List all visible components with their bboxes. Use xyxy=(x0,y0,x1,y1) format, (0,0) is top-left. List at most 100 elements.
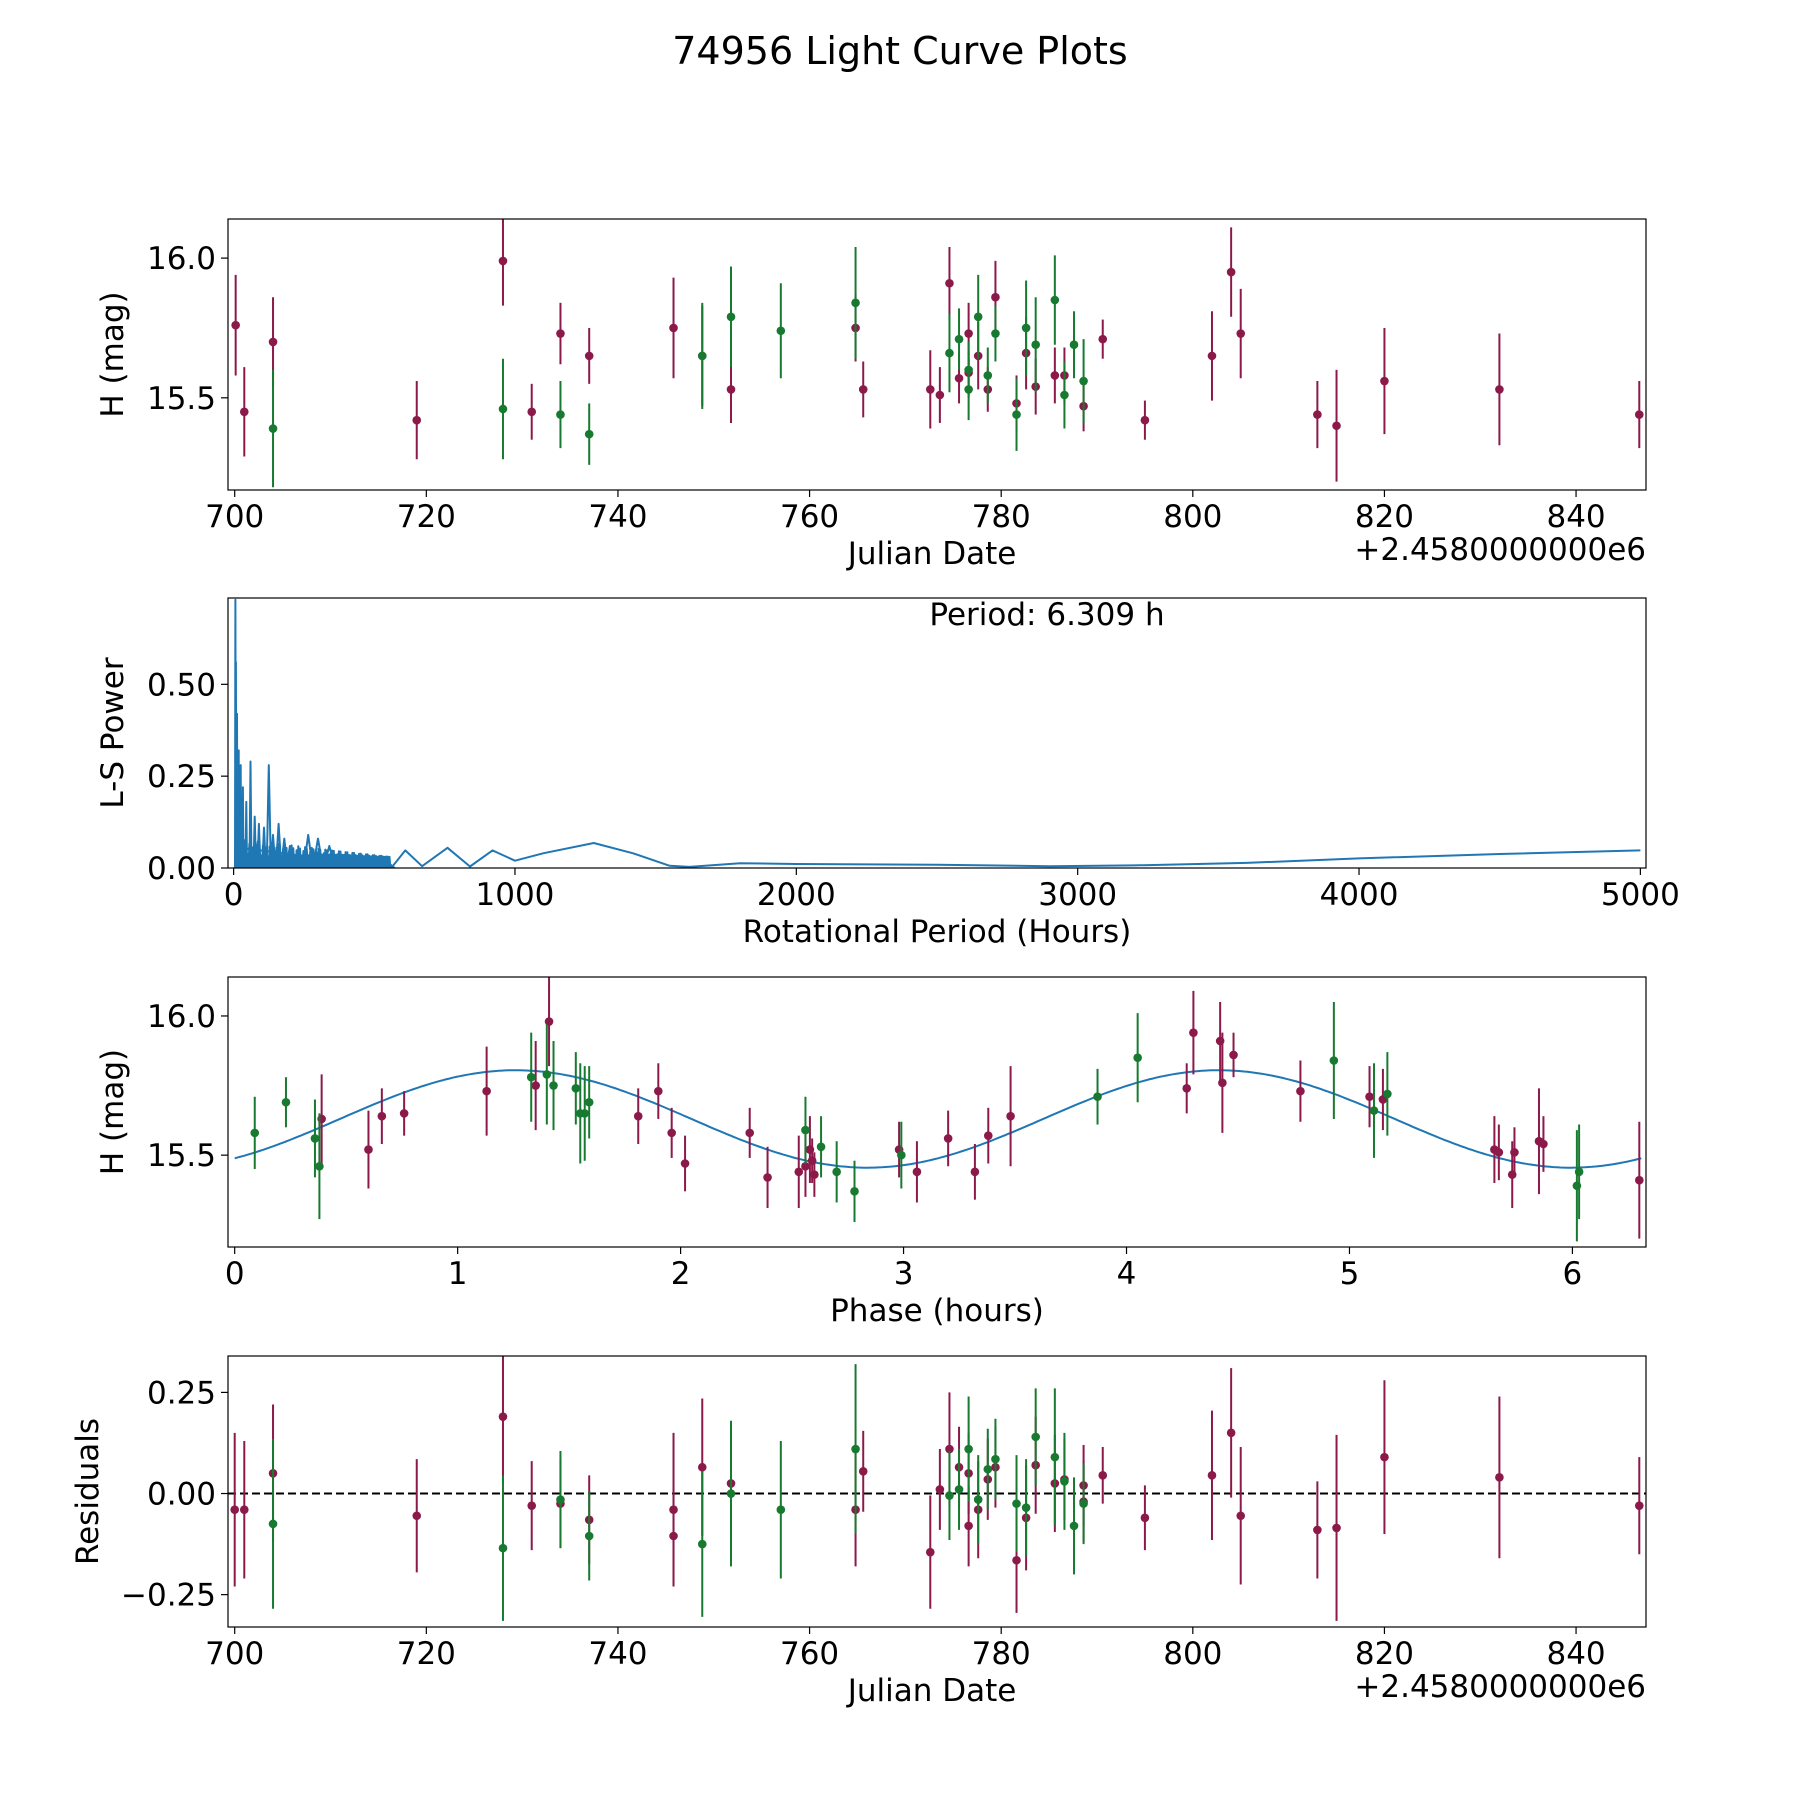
x-tick-label: 820 xyxy=(1355,499,1414,535)
ph-red-point xyxy=(763,1146,772,1209)
res-red-point xyxy=(669,1487,678,1585)
data-marker xyxy=(584,1531,594,1541)
lc-red-point xyxy=(239,367,249,457)
data-marker xyxy=(1006,1111,1015,1121)
data-marker xyxy=(1380,376,1389,386)
sinusoid-fit-line xyxy=(234,1069,1642,1169)
data-marker xyxy=(680,1159,690,1168)
ph-red-point xyxy=(983,1107,993,1164)
res-red-point xyxy=(239,1440,249,1579)
ph-green-point xyxy=(571,1052,581,1125)
data-marker xyxy=(268,424,278,433)
ph-green-point xyxy=(526,1032,536,1122)
data-marker xyxy=(726,312,736,322)
data-marker xyxy=(1050,1452,1060,1462)
lc-red-point xyxy=(1236,288,1246,379)
x-tick-label: 840 xyxy=(1546,1636,1605,1672)
data-marker xyxy=(776,1505,786,1515)
phased-y-axis-label: H (mag) xyxy=(95,1049,131,1175)
lc-red-point xyxy=(584,327,594,384)
data-marker xyxy=(1332,421,1341,431)
ph-red-point xyxy=(1182,1063,1192,1114)
data-marker xyxy=(482,1086,491,1096)
ls-plot-area xyxy=(233,598,1641,868)
ph-green-point xyxy=(1093,1068,1102,1125)
lc-red-point xyxy=(1634,381,1644,449)
lc-red-point xyxy=(945,246,954,320)
y-tick-label: 0.50 xyxy=(147,667,216,703)
ph-green-point xyxy=(801,1096,810,1164)
data-marker xyxy=(858,385,868,394)
ph-red-point xyxy=(399,1091,409,1136)
data-marker xyxy=(776,326,786,336)
data-marker xyxy=(945,1444,954,1454)
ph-green-point xyxy=(584,1066,594,1139)
lc-red-point xyxy=(935,367,945,423)
ph-red-point xyxy=(1539,1116,1548,1172)
res-green-point xyxy=(1021,1459,1031,1557)
ph-green-point xyxy=(250,1096,260,1170)
res-red-point xyxy=(1207,1410,1217,1541)
periodogram-y-axis-label: L-S Power xyxy=(95,657,131,808)
data-marker xyxy=(1079,1499,1088,1508)
lc-green-point xyxy=(1021,280,1031,376)
res-red-point xyxy=(858,1430,868,1512)
ph-red-point xyxy=(1006,1066,1015,1167)
data-marker xyxy=(1069,340,1079,350)
data-marker xyxy=(991,292,1000,302)
data-marker xyxy=(726,1489,736,1498)
res-green-point xyxy=(556,1451,565,1549)
ph-red-point xyxy=(745,1107,755,1158)
data-marker xyxy=(851,298,860,308)
y-tick-label: 0.25 xyxy=(147,759,216,795)
lc-green-point xyxy=(1050,255,1060,345)
data-marker xyxy=(1031,340,1040,350)
lc-green-point xyxy=(973,274,983,359)
data-marker xyxy=(1574,1167,1584,1177)
data-marker xyxy=(801,1125,810,1135)
periodogram-plot-frame xyxy=(227,597,1647,869)
y-tick-label: 0.00 xyxy=(147,851,216,887)
res-green-point xyxy=(268,1438,278,1609)
data-marker xyxy=(1634,410,1644,419)
ph-green-point xyxy=(832,1141,841,1203)
x-tick-label: 1 xyxy=(448,1256,468,1292)
lc-green-point xyxy=(1031,297,1040,393)
x-tick-label: 780 xyxy=(972,1636,1031,1672)
res-red-point xyxy=(1380,1380,1389,1534)
lc-red-point xyxy=(556,302,565,365)
residuals-panel: 700 720 740 760 780 800 820 840 −0.25 0.00 0.25 Ju… xyxy=(70,1355,1647,1709)
data-marker xyxy=(1236,1511,1246,1521)
residuals-x-axis-label: Julian Date xyxy=(846,1673,1017,1709)
lc-red-point xyxy=(231,274,240,376)
data-marker xyxy=(983,371,993,380)
res-green-point xyxy=(1069,1477,1079,1575)
lc-green-point xyxy=(1069,311,1079,379)
data-marker xyxy=(807,1156,817,1166)
data-marker xyxy=(1079,376,1088,386)
data-marker xyxy=(925,385,935,394)
res-green-point xyxy=(697,1471,707,1617)
x-tick-label: 740 xyxy=(588,499,647,535)
data-marker xyxy=(1313,410,1322,419)
res-red-point xyxy=(1098,1447,1108,1504)
data-marker xyxy=(1098,1471,1108,1480)
data-marker xyxy=(1369,1106,1379,1115)
data-marker xyxy=(1182,1084,1192,1093)
lc-green-point xyxy=(945,313,954,393)
ph-red-point xyxy=(667,1107,676,1158)
res-red-point xyxy=(1313,1481,1322,1579)
ph-green-point xyxy=(1574,1124,1584,1220)
ph-green-point xyxy=(897,1121,906,1189)
lc-red-point xyxy=(498,219,508,306)
res-green-point xyxy=(1031,1388,1040,1486)
data-marker xyxy=(1226,267,1236,277)
x-tick-label: 5000 xyxy=(1601,877,1680,913)
y-tick-label: 16.0 xyxy=(147,999,216,1035)
x-tick-label: 3 xyxy=(894,1256,914,1292)
ph-red-point xyxy=(912,1141,922,1203)
res-red-point xyxy=(230,1432,240,1587)
ph-green-point xyxy=(549,1041,558,1131)
ph-red-point xyxy=(970,1144,980,1200)
x-tick-label: 800 xyxy=(1163,499,1222,535)
